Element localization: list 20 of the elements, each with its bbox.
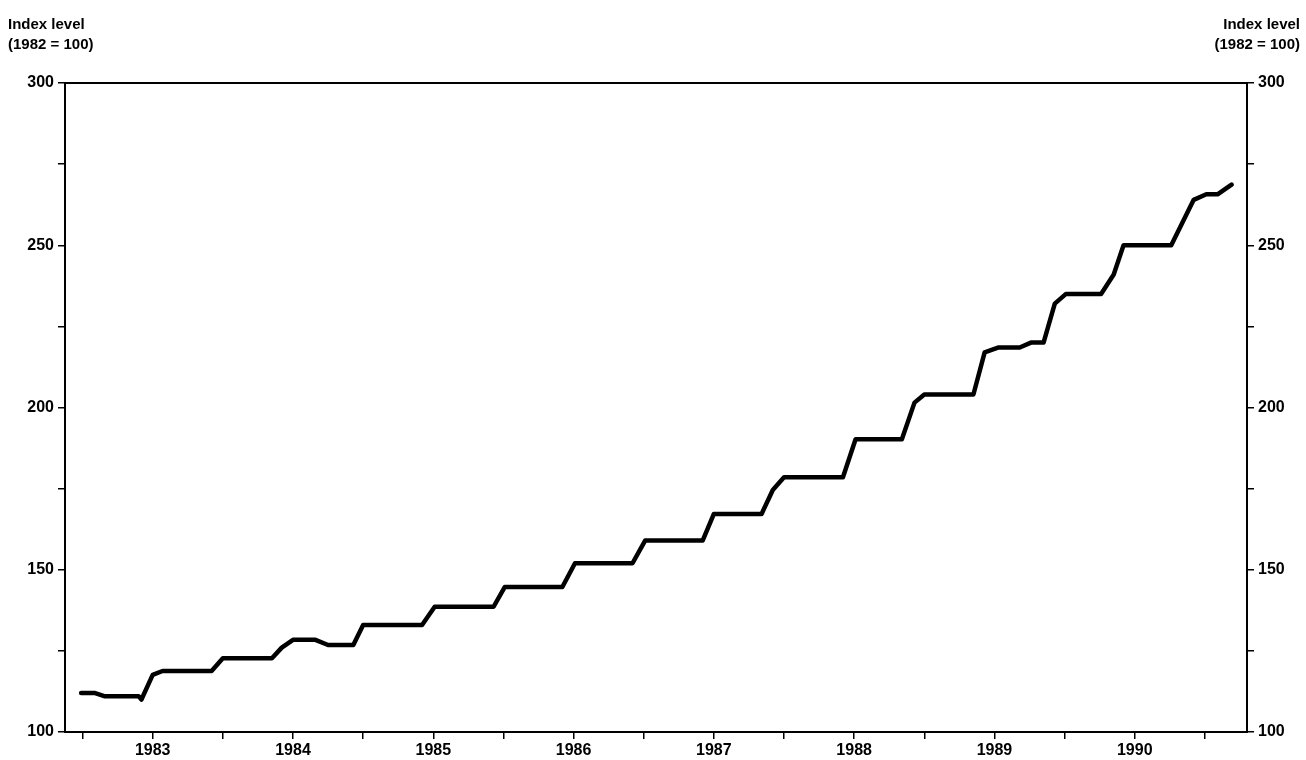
x-tick-label: 1986: [555, 741, 592, 759]
y2-axis-title: Index level (1982 = 100): [1213, 14, 1300, 54]
y-tick-label: 150: [27, 560, 55, 578]
y2-tick-label: 250: [1258, 235, 1285, 253]
x-tick-label: 1990: [1116, 741, 1153, 759]
y2-tick-label: 100: [1258, 722, 1285, 740]
y-tick-label: 100: [27, 722, 55, 740]
x-tick-label: 1988: [836, 741, 873, 759]
x-tick-label: 1989: [976, 741, 1013, 759]
y-tick-label: 300: [27, 73, 55, 91]
y-tick-label: 250: [27, 235, 55, 253]
y2-tick-label: 200: [1258, 397, 1285, 415]
y2-tick-label: 150: [1258, 560, 1285, 578]
y2-tick-label: 300: [1258, 73, 1285, 91]
y-axis-title: Index level (1982 = 100): [8, 14, 95, 54]
y-tick-label: 200: [27, 397, 55, 415]
x-tick-label: 1987: [696, 741, 732, 759]
x-tick-label: 1985: [415, 741, 452, 759]
x-tick-label: 1984: [275, 741, 311, 759]
x-tick-label: 1983: [134, 741, 171, 759]
